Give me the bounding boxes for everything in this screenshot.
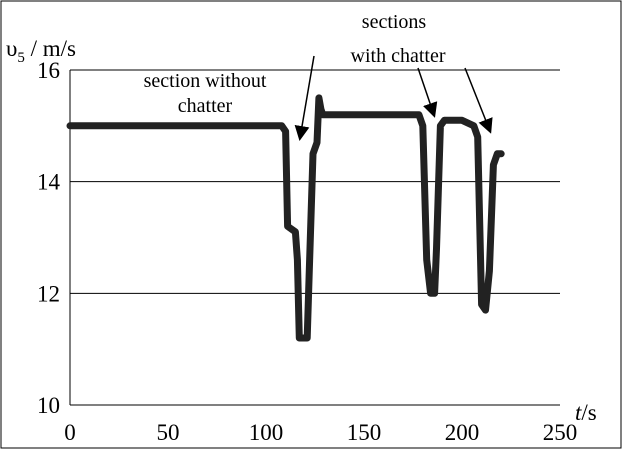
annotation-2-arrow-1 [417,67,438,118]
annotation-with-chatter: sections with chatter [351,11,493,134]
series-layer [66,94,505,342]
annotation-without-chatter: section without chatter [144,55,315,141]
x-axis-unit: /s [581,400,596,425]
annotation-2-line-2: with chatter [351,45,446,67]
y-tick-label: 10 [37,393,60,418]
annotation-2-arrow-2 [464,67,493,134]
y-tick-label: 16 [37,58,60,83]
annotation-1-arrow [294,55,315,141]
x-tick-label: 50 [157,420,180,445]
x-axis-title: t/s [575,400,597,425]
y-tick-label: 12 [37,281,60,306]
x-tick-label: 100 [249,420,284,445]
y-axis-symbol: υ [6,36,17,61]
y-axis-title: υ5 / m/s [6,36,76,66]
x-tick-label: 200 [445,420,480,445]
ticks-layer: 10 12 14 16 0 50 100 150 200 250 [37,58,577,445]
annotation-1-line-1: section without [144,70,267,92]
y-tick-label: 14 [37,170,61,195]
x-axis-symbol: t [575,400,582,425]
annotation-2-line-1: sections [362,11,427,33]
x-tick-label: 250 [543,420,578,445]
series-line-0 [66,94,505,342]
y-axis-unit: / m/s [25,36,76,61]
x-tick-label: 0 [64,420,76,445]
x-tick-label: 150 [347,420,382,445]
annotation-1-line-2: chatter [178,95,233,117]
y-axis-subscript: 5 [17,50,25,66]
